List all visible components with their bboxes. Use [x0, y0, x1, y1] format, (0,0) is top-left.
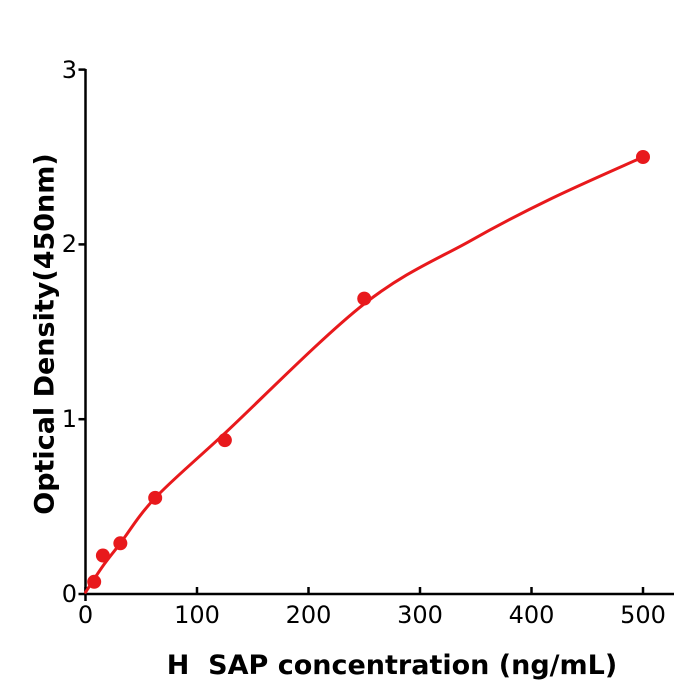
x-tick-label: 0 [77, 601, 94, 629]
x-tick-label: 200 [285, 601, 332, 629]
x-tick-label: 100 [174, 601, 220, 629]
x-tick-label: 500 [620, 601, 666, 629]
data-point [113, 536, 128, 551]
data-point [357, 291, 372, 306]
axes [78, 68, 674, 601]
data-point [636, 150, 650, 164]
fitted-curve [84, 155, 645, 594]
data-point [95, 548, 110, 563]
data-series [84, 150, 650, 594]
x-tick-label: 400 [508, 601, 555, 629]
x-tick-label: 300 [397, 601, 443, 629]
y-tick-label: 0 [61, 580, 77, 608]
data-point [87, 574, 102, 589]
x-axis-title: H SAP concentration (ng/mL) [166, 650, 618, 681]
data-point [148, 490, 163, 505]
data-point [217, 433, 232, 448]
y-tick-label: 3 [61, 55, 77, 84]
y-axis-title: Optical Density(450nm) [29, 153, 61, 515]
y-tick-label: 1 [61, 405, 77, 434]
y-tick-label: 2 [61, 230, 77, 259]
